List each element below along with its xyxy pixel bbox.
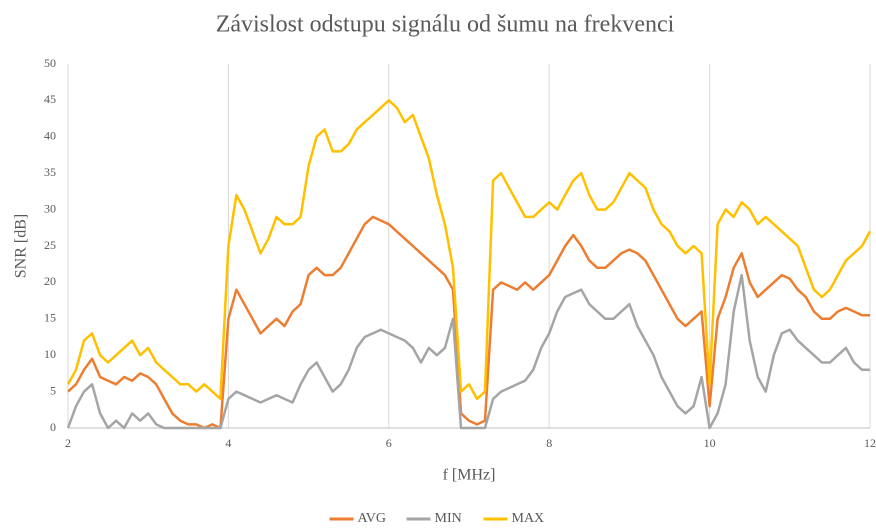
- legend-label: MIN: [435, 511, 462, 526]
- y-tick-label: 0: [50, 420, 56, 434]
- series-line: [66, 99, 872, 401]
- y-tick-label: 5: [50, 383, 56, 397]
- x-tick-label: 6: [386, 436, 392, 450]
- x-tick-label: 4: [225, 436, 231, 450]
- y-tick-label: 10: [44, 347, 56, 361]
- y-tick-label: 25: [44, 238, 56, 252]
- chart-title: Závislost odstupu signálu od šumu na fre…: [216, 12, 675, 38]
- y-tick-label: 45: [44, 92, 56, 106]
- y-tick-label: 35: [44, 165, 56, 179]
- legend-label: MAX: [512, 511, 545, 526]
- x-tick-label: 2: [65, 436, 71, 450]
- x-tick-label: 8: [546, 436, 552, 450]
- y-axis-label: SNR [dB]: [13, 214, 30, 278]
- y-tick-label: 50: [44, 56, 56, 70]
- y-tick-label: 20: [44, 274, 56, 288]
- series-line: [67, 215, 870, 430]
- x-tick-label: 10: [704, 436, 716, 450]
- y-tick-label: 15: [44, 311, 56, 325]
- x-axis-label: f [MHz]: [443, 467, 496, 484]
- x-tick-label: 12: [864, 436, 876, 450]
- legend-label: AVG: [358, 511, 387, 526]
- y-tick-label: 40: [44, 129, 56, 143]
- y-tick-label: 30: [44, 201, 56, 215]
- series-line: [66, 273, 870, 430]
